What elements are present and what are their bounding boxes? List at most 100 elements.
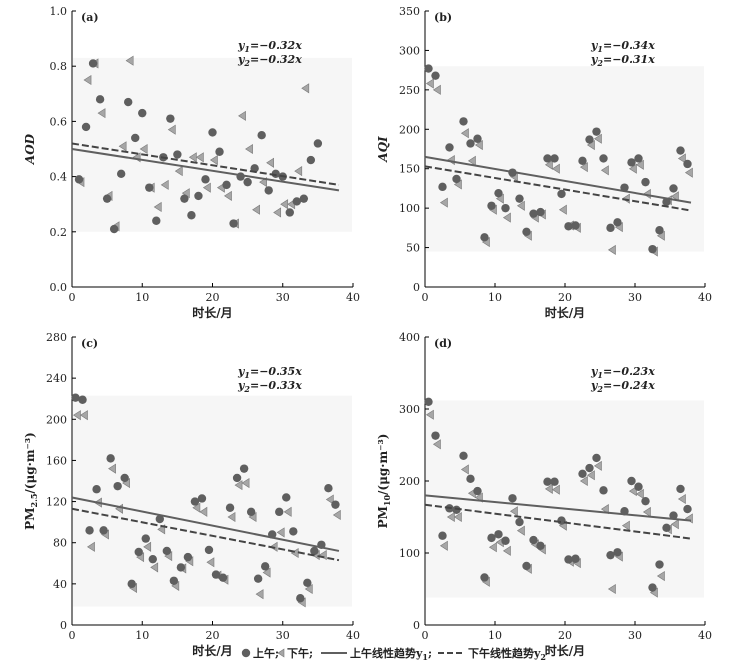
pm-data-point [600, 504, 609, 515]
am-data-point [522, 561, 531, 571]
am-data-point [99, 526, 108, 535]
am-data-point [557, 189, 566, 199]
pm-data-point [241, 478, 250, 489]
trend-equation-y2: y2=−0.32x [237, 53, 302, 68]
am-data-point [222, 180, 231, 190]
y-tick-label: 0 [413, 619, 420, 632]
am-data-point [81, 122, 91, 132]
am-trend-line [424, 155, 692, 204]
pm-trend-line [424, 165, 692, 212]
x-tick-label: 10 [135, 629, 149, 642]
panel-tag: (b) [434, 11, 452, 24]
am-data-point [180, 194, 189, 203]
pm-data-point [453, 511, 462, 523]
x-tick-label: 20 [206, 291, 220, 304]
pm-data-point [167, 124, 176, 135]
x-tick-label: 40 [698, 291, 712, 304]
y-tick-label: 100 [399, 547, 420, 560]
am-data-point [289, 527, 298, 536]
legend-pm-label: 下午; [287, 646, 313, 660]
pm-data-point [276, 527, 285, 538]
y-tick-label: 1.0 [50, 5, 68, 18]
am-data-point [155, 514, 165, 524]
pm-data-point [79, 410, 88, 421]
am-trend-line [424, 494, 692, 522]
am-data-point [124, 97, 133, 107]
am-data-point [508, 494, 517, 503]
am-data-point [190, 497, 200, 506]
pm-data-point [635, 488, 644, 500]
am-data-point [592, 453, 601, 463]
trend-equation-y1: y1=−0.34x [590, 39, 655, 54]
y-tick-label: 0.4 [50, 171, 68, 184]
pm-data-point [273, 207, 282, 218]
am-data-point [606, 223, 615, 233]
pm-data-point [558, 204, 567, 215]
am-data-point [641, 177, 650, 187]
plot-background-band [73, 395, 352, 607]
trend-equation-y1: y1=−0.32x [237, 39, 302, 54]
y-tick-label: 300 [399, 44, 420, 57]
am-data-point [85, 526, 94, 535]
am-data-point [473, 486, 482, 496]
panel-tag: (d) [434, 337, 452, 350]
am-data-point [501, 203, 510, 213]
panel-c: 0 40 80 120 160 200 240 280 0 10 20 30 40 时长/月 PM2.5/(… [23, 331, 360, 658]
am-data-point [116, 169, 126, 179]
y-tick-label: 0.0 [50, 281, 68, 294]
am-data-point [655, 560, 664, 569]
pm-data-point [579, 162, 588, 173]
trend-equation-y2: y2=−0.33x [237, 379, 302, 394]
y-tick-label: 350 [399, 5, 420, 18]
pm-data-point [439, 540, 448, 551]
x-tick-label: 0 [69, 291, 76, 304]
pm-data-point [628, 486, 637, 497]
am-data-point [264, 186, 273, 195]
am-data-point [536, 541, 545, 550]
pm-data-point [325, 494, 334, 505]
am-data-point [613, 548, 622, 557]
pm-data-point [108, 463, 116, 474]
pm-trend-line [71, 142, 340, 186]
legend-pm-trend-label: 下午线性趋势y2 [468, 646, 546, 661]
pm-data-point [607, 244, 616, 255]
am-data-point [113, 481, 122, 491]
pm-data-point [301, 83, 310, 94]
am-data-point [306, 155, 316, 165]
pm-data-point [195, 152, 204, 163]
am-data-point [606, 550, 615, 560]
am-data-point [578, 156, 587, 166]
y-tick-label: 150 [399, 163, 420, 176]
am-data-point [501, 536, 510, 545]
am-data-point [662, 523, 671, 532]
am-data-point [162, 546, 172, 556]
pm-data-point [238, 110, 246, 121]
pm-data-point [139, 143, 148, 155]
pm-data-point [206, 557, 215, 568]
am-data-point [88, 59, 98, 68]
pm-data-point [125, 55, 134, 66]
x-tick-label: 10 [488, 291, 502, 304]
pm-data-point [551, 163, 560, 174]
am-data-point [564, 555, 573, 564]
am-data-point [148, 554, 157, 564]
am-trend-line [71, 148, 340, 192]
pm-data-point [153, 201, 162, 213]
am-data-point [296, 594, 305, 603]
x-axis-label: 时长/月 [545, 305, 585, 320]
am-data-point [620, 183, 629, 192]
pm-data-point [579, 475, 588, 487]
pm-data-point [245, 143, 253, 155]
plot-background-band [426, 66, 704, 252]
pm-data-point [670, 519, 679, 530]
am-data-point [173, 150, 182, 159]
pm-data-point [642, 506, 651, 518]
x-tick-label: 20 [206, 629, 220, 642]
am-data-point [627, 158, 636, 167]
am-data-point [424, 64, 433, 73]
x-tick-label: 0 [422, 291, 429, 304]
am-data-point [250, 164, 259, 173]
am-data-point [599, 486, 608, 495]
am-data-point [141, 534, 150, 543]
am-data-point [152, 216, 161, 225]
